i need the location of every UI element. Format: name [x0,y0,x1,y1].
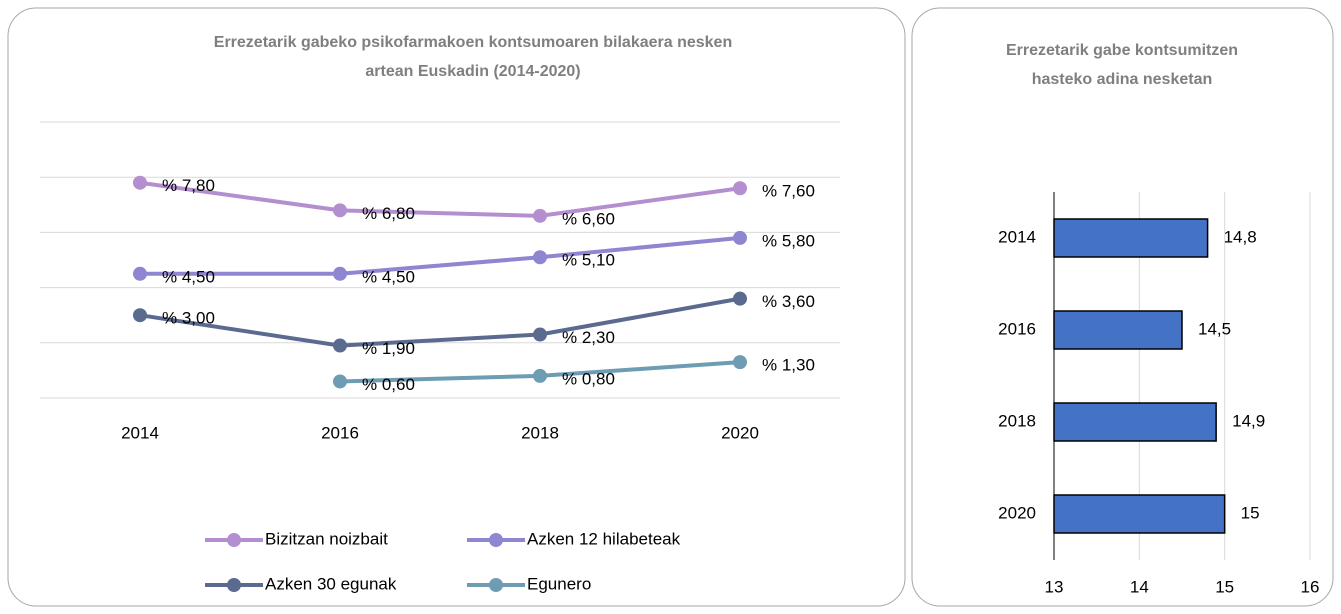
x-tick-label: 2016 [321,423,359,442]
legend-marker [227,533,241,547]
bar [1053,494,1226,534]
chart-title: artean Euskadin (2014-2020) [365,63,580,80]
panel-right [911,7,1334,607]
chart-title: hasteko adina nesketan [1032,71,1213,88]
x-tick-label: 2014 [121,423,159,442]
point [333,374,347,389]
point [533,368,547,383]
x-tick-label: 13 [1045,577,1064,596]
data-label: 14,9 [1232,411,1265,430]
data-label: % 5,10 [562,251,615,270]
legend-marker [227,578,241,592]
point [333,266,347,281]
series-line [139,296,741,348]
point [333,338,347,353]
data-label: 14,8 [1224,227,1257,246]
data-label: % 0,60 [362,375,415,394]
data-label: % 4,50 [362,267,415,286]
point [733,181,747,196]
data-label: % 1,30 [762,356,815,375]
chart-title: Errezetarik gabe kontsumitzen [1006,42,1238,59]
data-label: % 1,90 [362,339,415,358]
data-label: % 4,50 [162,267,215,286]
chart-title: Errezetarik gabeko psikofarmakoen kontsu… [214,34,732,51]
bar [1053,218,1209,258]
data-label: 14,5 [1198,319,1231,338]
data-label: % 2,30 [562,328,615,347]
point [733,291,747,306]
series-line [140,235,741,276]
x-tick-label: 2020 [721,423,759,442]
point [533,327,547,342]
x-tick-label: 15 [1215,577,1234,596]
data-label: % 0,80 [562,369,615,388]
x-tick-label: 14 [1130,577,1149,596]
legend-marker [489,533,503,547]
data-label: % 5,80 [762,231,815,250]
data-label: % 3,60 [762,292,815,311]
point [133,308,147,323]
y-tick-label: 2020 [998,503,1036,522]
x-tick-label: 2018 [521,423,559,442]
y-tick-label: 2014 [998,227,1036,246]
point [733,355,747,370]
x-tick-label: 16 [1301,577,1320,596]
bar [1053,402,1217,442]
panel-left [7,7,906,607]
data-label: % 7,60 [762,182,815,201]
y-tick-label: 2016 [998,319,1036,338]
data-label: % 7,80 [162,176,215,195]
data-label: % 3,00 [162,309,215,328]
bar [1053,310,1183,350]
legend-label: Bizitzan noizbait [265,529,388,548]
point [533,208,547,223]
data-label: 15 [1241,503,1260,522]
point [733,230,747,245]
point [333,203,347,218]
data-label: % 6,60 [562,209,615,228]
data-label: % 6,80 [362,204,415,223]
point [133,175,147,190]
point [533,250,547,265]
legend-marker [489,578,503,592]
point [133,266,147,281]
legend-label: Azken 30 egunak [265,574,397,593]
series-line [139,180,741,218]
y-tick-label: 2018 [998,411,1036,430]
legend-label: Egunero [527,574,591,593]
legend-label: Azken 12 hilabeteak [527,529,681,548]
